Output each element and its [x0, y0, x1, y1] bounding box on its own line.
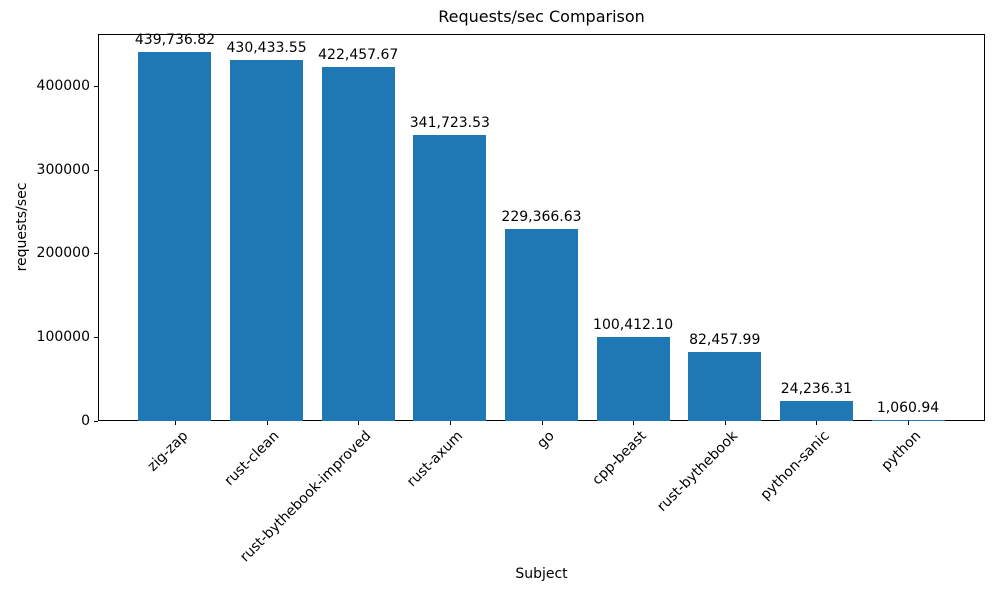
- x-tick-mark: [358, 421, 359, 425]
- y-tick-mark: [94, 86, 98, 87]
- x-tick-mark: [908, 421, 909, 425]
- bar-rust-axum: [413, 135, 486, 421]
- y-tick-mark: [94, 170, 98, 171]
- bar-value-label: 100,412.10: [593, 317, 674, 333]
- y-tick-mark: [94, 253, 98, 254]
- bar-value-label: 229,366.63: [501, 209, 582, 225]
- y-tick-label: 0: [81, 413, 90, 429]
- y-tick-label: 400000: [36, 78, 90, 94]
- x-tick-label-python-sanic: python-sanic: [757, 428, 833, 504]
- x-tick-mark: [542, 421, 543, 425]
- x-tick-label-rust-clean: rust-clean: [222, 428, 283, 489]
- x-tick-mark: [633, 421, 634, 425]
- y-tick-label: 300000: [36, 162, 90, 178]
- y-tick-mark: [94, 421, 98, 422]
- bar-python-sanic: [780, 401, 853, 421]
- bar-zig-zap: [138, 52, 211, 421]
- x-tick-label-go: go: [534, 428, 558, 452]
- x-tick-mark: [450, 421, 451, 425]
- bar-value-label: 430,433.55: [226, 40, 307, 56]
- bar-value-label: 82,457.99: [689, 332, 761, 348]
- bar-value-label: 422,457.67: [318, 47, 399, 63]
- bar-value-label: 341,723.53: [409, 115, 490, 131]
- x-axis-label: Subject: [515, 566, 568, 582]
- x-tick-mark: [725, 421, 726, 425]
- bar-cpp-beast: [597, 337, 670, 421]
- bar-value-label: 439,736.82: [134, 32, 216, 48]
- y-tick-mark: [94, 337, 98, 338]
- bar-value-label: 24,236.31: [780, 381, 853, 397]
- y-tick-label: 100000: [36, 329, 90, 345]
- bar-python: [872, 420, 945, 421]
- bar-value-label: 1,060.94: [876, 400, 940, 416]
- bar-go: [505, 229, 578, 421]
- x-tick-label-python: python: [878, 428, 925, 474]
- bar-rust-clean: [230, 60, 303, 421]
- x-tick-mark: [816, 421, 817, 425]
- x-tick-mark: [175, 421, 176, 425]
- y-tick-label: 200000: [36, 245, 90, 261]
- x-tick-label-rust-bythebook: rust-bythebook: [654, 428, 742, 515]
- chart-title: Requests/sec Comparison: [438, 7, 645, 26]
- bar-rust-bythebook: [688, 352, 761, 421]
- x-tick-mark: [267, 421, 268, 425]
- x-tick-label-cpp-beast: cpp-beast: [589, 428, 650, 489]
- bar-rust-bythebook-improved: [322, 67, 395, 421]
- x-tick-label-zig-zap: zig-zap: [144, 428, 192, 475]
- x-tick-label-rust-axum: rust-axum: [404, 428, 467, 491]
